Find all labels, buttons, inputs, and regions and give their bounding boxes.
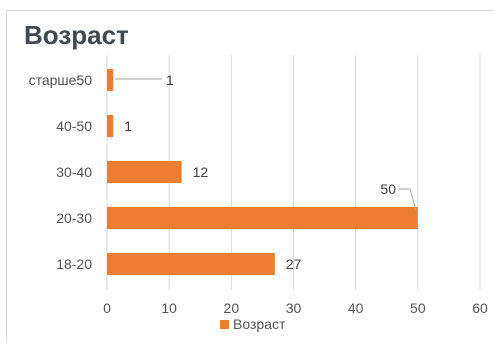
legend-label: Возраст xyxy=(233,316,286,332)
x-tick-label: 50 xyxy=(410,300,426,316)
x-tick-label: 30 xyxy=(286,300,302,316)
leader-lines xyxy=(115,78,417,211)
category-label: 18-20 xyxy=(56,256,92,272)
data-label: 1 xyxy=(124,118,132,134)
chart-title: Возраст xyxy=(24,20,129,50)
category-label: 30-40 xyxy=(56,164,92,180)
x-tick-label: 20 xyxy=(224,300,240,316)
x-tick-label: 0 xyxy=(103,300,111,316)
x-axis-tick-labels: 0 10 20 30 40 50 60 xyxy=(103,300,488,316)
x-tick-label: 10 xyxy=(161,300,177,316)
data-label: 50 xyxy=(380,181,396,197)
data-label: 1 xyxy=(166,72,174,88)
x-tick-label: 60 xyxy=(472,300,488,316)
legend-swatch xyxy=(220,319,229,329)
bars xyxy=(107,69,418,275)
data-label: 12 xyxy=(193,164,209,180)
bar xyxy=(107,207,418,229)
bar xyxy=(107,69,114,91)
x-tick-label: 40 xyxy=(348,300,364,316)
chart-frame xyxy=(6,10,494,343)
data-label: 27 xyxy=(286,256,302,272)
data-labels: 27 50 12 1 1 xyxy=(124,72,396,272)
bar xyxy=(107,161,182,183)
category-label: 20-30 xyxy=(56,210,92,226)
category-label: 40-50 xyxy=(56,118,92,134)
bar xyxy=(107,253,275,275)
bar xyxy=(107,115,114,137)
legend: Возраст xyxy=(220,316,285,332)
category-label: старше50 xyxy=(29,72,93,88)
category-labels: 18-20 20-30 30-40 40-50 старше50 xyxy=(29,72,93,272)
leader-line xyxy=(399,188,417,211)
